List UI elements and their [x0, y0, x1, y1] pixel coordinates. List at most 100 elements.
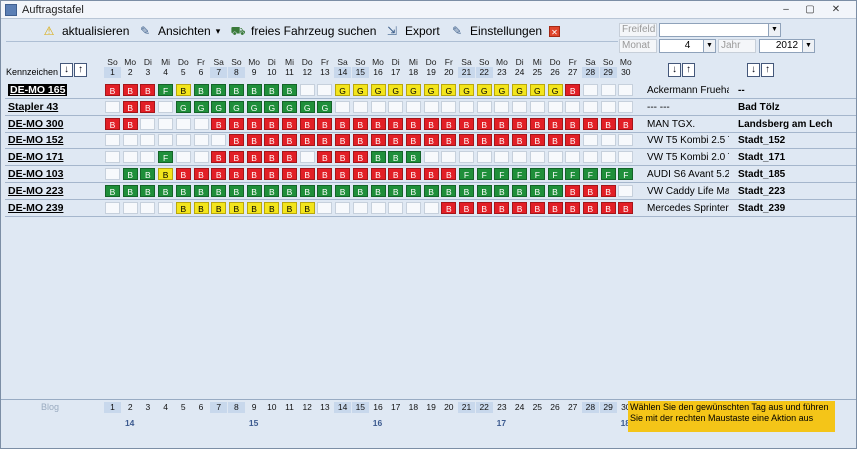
day-number[interactable]: 9	[251, 67, 257, 77]
booking-cell[interactable]: B	[600, 201, 616, 214]
vehicle-plate[interactable]: DE-MO 239	[8, 201, 64, 214]
footer-day-number[interactable]: 16	[373, 402, 383, 412]
booking-cell[interactable]: B	[228, 134, 244, 147]
booking-cell[interactable]	[158, 117, 174, 130]
booking-cell[interactable]: F	[600, 168, 616, 180]
booking-cell[interactable]: B	[211, 117, 227, 130]
booking-cell[interactable]: B	[299, 168, 315, 180]
day-number[interactable]: 15	[351, 67, 369, 78]
close-button[interactable]: ✕	[831, 4, 841, 15]
day-number[interactable]: 26	[550, 67, 560, 77]
booking-cell[interactable]: F	[494, 168, 510, 180]
day-number[interactable]: 5	[180, 67, 186, 77]
booking-cell[interactable]: B	[388, 117, 404, 130]
day-number[interactable]: 22	[475, 67, 493, 78]
booking-cell[interactable]: B	[618, 117, 634, 130]
booking-cell[interactable]: B	[264, 168, 280, 180]
booking-cell[interactable]: B	[211, 151, 227, 164]
year-select[interactable]: 2012 ▼	[759, 39, 815, 53]
booking-cell[interactable]: B	[352, 151, 368, 164]
booking-cell[interactable]: F	[512, 168, 528, 180]
booking-cell[interactable]: B	[459, 201, 474, 214]
footer-day-number[interactable]: 17	[390, 402, 401, 412]
booking-cell[interactable]: B	[352, 117, 368, 130]
booking-cell[interactable]	[193, 151, 209, 164]
booking-cell[interactable]: B	[282, 84, 297, 96]
booking-cell[interactable]: B	[459, 117, 474, 130]
booking-cell[interactable]: B	[352, 134, 368, 147]
day-number[interactable]: 17	[390, 67, 401, 77]
booking-cell[interactable]: B	[228, 184, 244, 197]
booking-cell[interactable]: B	[529, 117, 545, 130]
booking-cell[interactable]	[105, 134, 120, 147]
booking-cell[interactable]	[547, 100, 563, 113]
booking-cell[interactable]: B	[476, 134, 492, 147]
booking-cell[interactable]	[388, 201, 404, 214]
booking-cell[interactable]: F	[529, 168, 545, 180]
day-number[interactable]: 18	[408, 67, 419, 77]
day-number[interactable]: 24	[514, 67, 525, 77]
footer-day-number[interactable]: 22	[475, 402, 493, 413]
booking-cell[interactable]: B	[582, 184, 598, 197]
booking-cell[interactable]: B	[122, 100, 138, 113]
booking-cell[interactable]: B	[228, 201, 244, 214]
booking-cell[interactable]: F	[476, 168, 492, 180]
booking-cell[interactable]: G	[459, 84, 474, 96]
booking-cell[interactable]: B	[441, 168, 457, 180]
booking-cell[interactable]	[618, 84, 634, 96]
booking-cell[interactable]	[476, 100, 492, 113]
booking-cell[interactable]: G	[282, 100, 297, 113]
booking-cell[interactable]	[494, 100, 510, 113]
booking-cell[interactable]	[582, 100, 598, 113]
booking-cell[interactable]	[140, 134, 156, 147]
booking-cell[interactable]: G	[441, 84, 457, 96]
booking-cell[interactable]	[158, 100, 174, 113]
booking-cell[interactable]	[335, 100, 351, 113]
footer-day-number[interactable]: 11	[285, 402, 294, 412]
vehicle-plate[interactable]: DE-MO 152	[8, 134, 64, 147]
booking-cell[interactable]: G	[370, 84, 386, 96]
maximize-button[interactable]: ▢	[805, 4, 815, 15]
booking-cell[interactable]: B	[317, 168, 333, 180]
booking-cell[interactable]: B	[246, 168, 262, 180]
sort-down-button[interactable]: ↓	[668, 63, 681, 77]
booking-cell[interactable]: B	[529, 184, 545, 197]
vehicle-plate[interactable]: DE-MO 165	[8, 84, 68, 96]
booking-cell[interactable]: G	[494, 84, 510, 96]
booking-cell[interactable]: B	[441, 184, 457, 197]
booking-cell[interactable]	[352, 100, 368, 113]
booking-cell[interactable]: B	[370, 117, 386, 130]
booking-cell[interactable]: B	[264, 201, 280, 214]
booking-cell[interactable]	[529, 151, 545, 164]
minimize-button[interactable]: –	[783, 4, 789, 15]
footer-day-number[interactable]: 26	[550, 402, 560, 412]
booking-cell[interactable]: G	[388, 84, 404, 96]
booking-cell[interactable]: F	[565, 168, 581, 180]
day-number[interactable]: 25	[532, 67, 543, 77]
booking-cell[interactable]: B	[246, 151, 262, 164]
booking-cell[interactable]	[405, 100, 421, 113]
booking-cell[interactable]: B	[600, 184, 616, 197]
booking-cell[interactable]: B	[140, 168, 156, 180]
booking-cell[interactable]: B	[335, 117, 351, 130]
booking-cell[interactable]: G	[476, 84, 492, 96]
day-number[interactable]: 30	[621, 67, 631, 77]
booking-cell[interactable]: B	[370, 168, 386, 180]
vehicle-plate[interactable]: DE-MO 171	[8, 151, 64, 164]
booking-cell[interactable]: B	[459, 184, 474, 197]
booking-cell[interactable]	[600, 84, 616, 96]
booking-cell[interactable]: B	[405, 168, 421, 180]
booking-cell[interactable]	[512, 151, 528, 164]
sort-down-button[interactable]: ↓	[60, 63, 73, 77]
booking-cell[interactable]	[105, 151, 120, 164]
booking-cell[interactable]: B	[264, 151, 280, 164]
booking-cell[interactable]: G	[211, 100, 227, 113]
chevron-down-icon[interactable]: ▼	[802, 40, 814, 52]
booking-cell[interactable]	[618, 151, 634, 164]
booking-cell[interactable]: B	[193, 184, 209, 197]
footer-day-number[interactable]: 12	[302, 402, 312, 412]
booking-cell[interactable]: G	[264, 100, 280, 113]
booking-cell[interactable]: G	[317, 100, 333, 113]
booking-cell[interactable]: B	[282, 117, 297, 130]
day-number[interactable]: 8	[227, 67, 245, 78]
